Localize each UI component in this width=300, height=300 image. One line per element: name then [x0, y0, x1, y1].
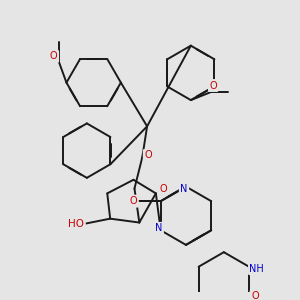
Text: O: O — [160, 184, 167, 194]
Text: N: N — [180, 184, 188, 194]
Text: O: O — [251, 291, 259, 300]
Text: O: O — [130, 196, 137, 206]
Text: O: O — [50, 51, 58, 62]
Text: HO: HO — [68, 218, 84, 229]
Text: O: O — [144, 151, 152, 160]
Text: N: N — [155, 224, 163, 233]
Text: O: O — [209, 80, 217, 91]
Text: NH: NH — [250, 264, 264, 274]
